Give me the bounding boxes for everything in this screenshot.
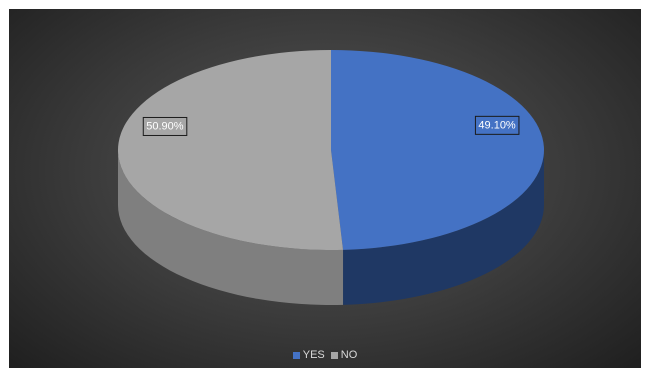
legend-label: YES: [302, 349, 325, 361]
pie-chart: 49.10% 50.90%: [117, 50, 544, 305]
data-label-box: [474, 115, 520, 135]
svg-text:50.90%: 50.90%: [146, 120, 184, 132]
legend-item-no: NO: [330, 349, 358, 361]
chart-area: 49.10% 50.90% YES NO: [9, 9, 641, 368]
legend-swatch: [330, 351, 338, 359]
data-label-no: 50.90%: [142, 116, 188, 136]
svg-text:49.10%: 49.10%: [478, 119, 516, 131]
legend-item-yes: YES: [292, 349, 325, 361]
data-label-box: [142, 116, 188, 136]
pie-side-no: [118, 150, 344, 305]
pie-slice-no: [117, 50, 344, 250]
data-label-yes: 49.10%: [474, 115, 520, 135]
legend-label: NO: [340, 349, 358, 361]
pie-slice-yes: [331, 50, 544, 250]
legend-swatch: [292, 351, 300, 359]
legend: YES NO: [9, 349, 641, 362]
pie-side-yes: [343, 150, 544, 305]
